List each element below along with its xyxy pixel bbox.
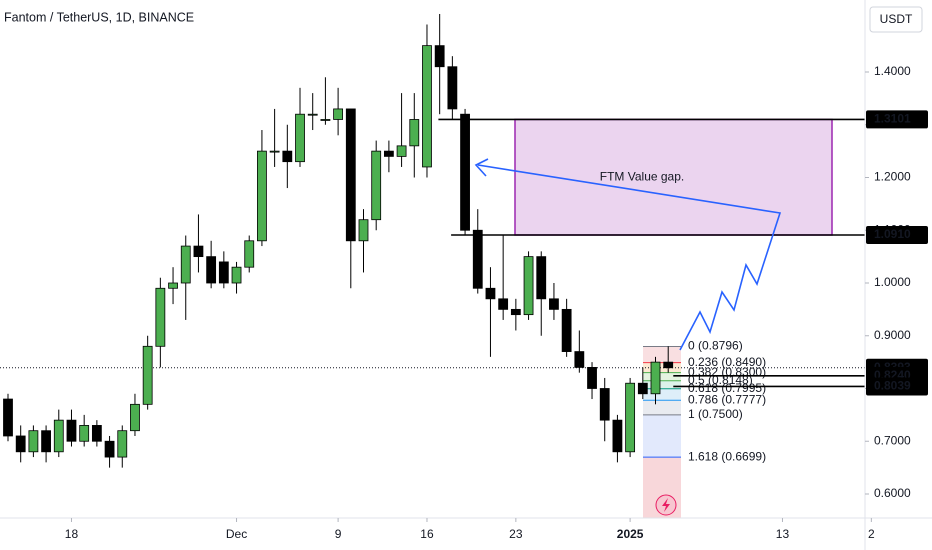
x-tick-label: 13 [776,527,790,541]
candle-body [91,425,102,442]
fib-level-label: 1 (0.7500) [688,407,743,421]
x-tick-label: Dec [226,527,247,541]
candle-body [358,219,369,242]
candle-body [434,45,445,68]
price-tag-label: 1.0910 [874,227,911,241]
candle-body [460,113,470,231]
candle-body [28,430,39,453]
front-layer [474,158,782,516]
candle-body [104,440,115,458]
x-tick-label: 9 [335,527,342,541]
candles [3,13,674,468]
candle-body [650,361,661,395]
fib-band [643,346,681,363]
candle-body [498,298,509,310]
arrow-head [474,158,489,177]
candle-body [396,145,407,157]
back-layer: FTM Value gap. 0 (0.8796) 0.236 (0.8490) 0.… [0,118,865,518]
y-tick-label: 0.7000 [874,433,911,447]
y-tick-label: 1.2000 [874,170,911,184]
candle-body [510,308,521,316]
candle-body [587,367,597,389]
candle-body [574,351,585,368]
candle-body [66,419,77,442]
x-tick-label: 18 [65,527,79,541]
candle-body [257,150,267,242]
fib-band [643,372,681,381]
candle-body [269,150,280,153]
candle-body [53,419,64,453]
candle-body [79,425,90,442]
currency-button[interactable] [869,6,923,33]
chart-title: Fantom / TetherUS, 1D, BINANCE [4,10,194,24]
currency-label: USDT [880,12,913,26]
candle-body [218,261,229,284]
candle-body [117,430,128,458]
candle-body [155,287,166,347]
fib-band [643,362,681,373]
x-tick-label: 2025 [617,527,644,541]
candle-body [485,287,496,300]
price-tag [866,377,928,396]
fib-level-label: 0.618 (0.7995) [688,381,766,395]
candle-body [142,345,153,405]
axis-layer: 0.60000.70000.80000.90001.00001.10001.20… [65,64,928,541]
candle-body [422,45,432,168]
x-tick-label: 2 [868,527,875,541]
price-tag-label: 0.8039 [874,379,911,393]
candle-body [130,403,140,432]
candle-body [282,150,293,163]
projection-path [477,164,782,351]
candle-body [536,256,547,300]
fib-level-label: 0.786 (0.7777) [688,392,766,406]
fib-band [643,414,681,458]
candle-body [371,150,382,221]
y-tick-label: 1.0000 [874,275,911,289]
candle-body [345,108,356,242]
candle-body [231,266,242,284]
y-tick-label: 1.4000 [874,64,911,78]
x-tick-label: 23 [509,527,523,541]
fib-level-label: 0.236 (0.8490) [688,355,766,369]
x-tick-label: 16 [420,527,434,541]
candle-body [625,382,636,453]
candle-body [637,382,648,395]
candle-body [168,282,178,289]
candle-body [320,119,331,121]
candle-body [180,245,191,284]
candle-body [295,113,305,163]
fib-band [643,380,681,389]
fib-band [643,388,681,401]
y-tick-label: 0.6000 [874,486,911,500]
candle-body [663,361,674,369]
candle-body [383,150,394,157]
candle-body [447,66,458,110]
candle-body [206,256,217,284]
zone-label: FTM Value gap. [600,169,684,183]
candle-body [549,298,559,310]
candle-body [599,388,610,421]
price-tag [866,225,928,244]
price-tag-label: 1.3101 [874,112,911,126]
price-tag [866,110,928,129]
candle-body [409,119,420,147]
candle-body [244,240,255,268]
y-tick-label: 0.9000 [874,328,911,342]
candle-body [15,435,26,453]
candle-body [561,308,572,352]
candle-body [333,108,344,120]
fib-band [643,400,681,415]
alert-bolt [662,498,670,512]
candle-body [3,398,13,437]
candle-body [307,113,318,116]
fib-level-label: 1.618 (0.6699) [688,449,766,463]
candle-body [523,256,534,316]
candle-body [193,245,204,258]
candle-body [472,229,483,289]
candle-body [612,419,623,453]
candle-body [41,430,51,453]
fib-level-label: 0 (0.8796) [688,339,743,353]
